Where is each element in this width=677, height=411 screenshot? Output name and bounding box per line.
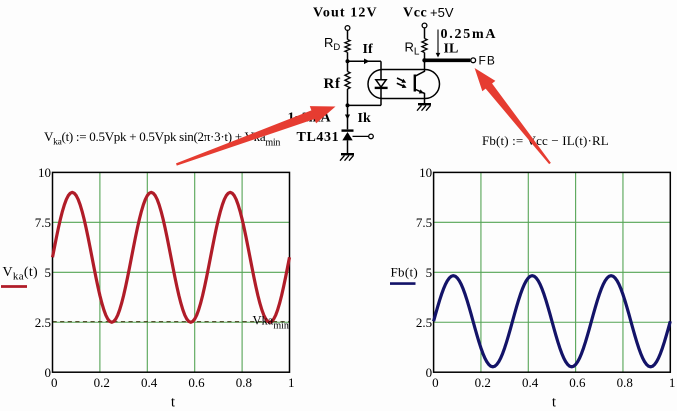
svg-text:Rf: Rf <box>324 76 342 92</box>
svg-text:0.6: 0.6 <box>569 375 586 390</box>
svg-text:+5V: +5V <box>430 5 454 20</box>
svg-text:IL: IL <box>444 42 459 57</box>
svg-text:0.4: 0.4 <box>141 375 158 390</box>
svg-text:1: 1 <box>669 375 676 390</box>
svg-text:0.8: 0.8 <box>617 375 633 390</box>
svg-text:Fb(t) := Vcc − IL(t)·RL: Fb(t) := Vcc − IL(t)·RL <box>482 133 609 148</box>
svg-text:2.5: 2.5 <box>416 315 432 330</box>
svg-text:Vout 12V: Vout 12V <box>313 6 378 21</box>
svg-text:TL431: TL431 <box>297 130 340 145</box>
svg-text:Vka(t): Vka(t) <box>3 265 39 283</box>
svg-text:0.2: 0.2 <box>94 375 110 390</box>
svg-text:0.2: 0.2 <box>475 375 491 390</box>
svg-text:2.5: 2.5 <box>35 315 51 330</box>
svg-text:7.5: 7.5 <box>35 215 51 230</box>
svg-text:5: 5 <box>426 265 433 280</box>
svg-text:If: If <box>363 42 373 57</box>
svg-text:t: t <box>552 394 557 410</box>
svg-text:FB: FB <box>479 54 497 68</box>
svg-text:1: 1 <box>288 375 295 390</box>
svg-text:10: 10 <box>38 165 51 180</box>
svg-text:Fb(t): Fb(t) <box>391 264 419 279</box>
svg-text:0.25mA: 0.25mA <box>441 27 498 42</box>
svg-text:0: 0 <box>432 375 439 390</box>
svg-text:7.5: 7.5 <box>416 215 432 230</box>
svg-text:0.6: 0.6 <box>188 375 205 390</box>
svg-text:5: 5 <box>45 265 52 280</box>
svg-text:0: 0 <box>45 365 52 380</box>
svg-text:0.4: 0.4 <box>522 375 539 390</box>
svg-text:0: 0 <box>426 365 433 380</box>
svg-text:Ik: Ik <box>358 111 371 126</box>
svg-text:t: t <box>171 394 176 410</box>
svg-text:0: 0 <box>51 375 58 390</box>
svg-text:Vka(t) := 0.5Vpk + 0.5Vpk sin(: Vka(t) := 0.5Vpk + 0.5Vpk sin(2π·3·t) + … <box>44 129 280 149</box>
svg-text:0.8: 0.8 <box>236 375 252 390</box>
svg-text:10: 10 <box>419 165 432 180</box>
svg-text:Vcc: Vcc <box>403 6 427 21</box>
